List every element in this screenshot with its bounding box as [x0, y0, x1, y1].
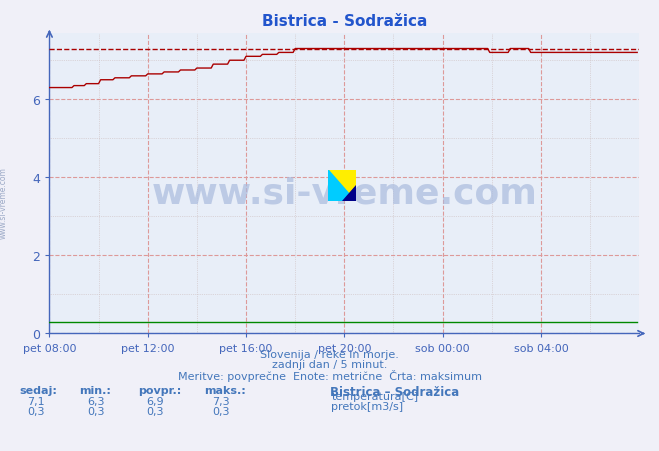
Text: maks.:: maks.:	[204, 386, 246, 396]
Text: www.si-vreme.com: www.si-vreme.com	[152, 176, 537, 210]
Text: temperatura[C]: temperatura[C]	[331, 391, 418, 401]
Text: www.si-vreme.com: www.si-vreme.com	[0, 167, 8, 239]
Text: 0,3: 0,3	[212, 406, 229, 416]
Text: 0,3: 0,3	[87, 406, 104, 416]
Text: 7,3: 7,3	[212, 396, 229, 406]
Text: 0,3: 0,3	[146, 406, 163, 416]
Text: 7,1: 7,1	[28, 396, 45, 406]
Text: povpr.:: povpr.:	[138, 386, 182, 396]
Polygon shape	[328, 170, 356, 202]
Text: Bistrica – Sodražica: Bistrica – Sodražica	[330, 386, 459, 399]
Text: 6,3: 6,3	[87, 396, 104, 406]
Text: Meritve: povprečne  Enote: metrične  Črta: maksimum: Meritve: povprečne Enote: metrične Črta:…	[177, 369, 482, 382]
Text: Slovenija / reke in morje.: Slovenija / reke in morje.	[260, 350, 399, 359]
Text: sedaj:: sedaj:	[20, 386, 57, 396]
Text: 0,3: 0,3	[28, 406, 45, 416]
Text: zadnji dan / 5 minut.: zadnji dan / 5 minut.	[272, 359, 387, 369]
Title: Bistrica - Sodražica: Bistrica - Sodražica	[262, 14, 427, 28]
Polygon shape	[341, 186, 356, 202]
Text: min.:: min.:	[79, 386, 111, 396]
Text: pretok[m3/s]: pretok[m3/s]	[331, 401, 403, 411]
Text: 6,9: 6,9	[146, 396, 163, 406]
